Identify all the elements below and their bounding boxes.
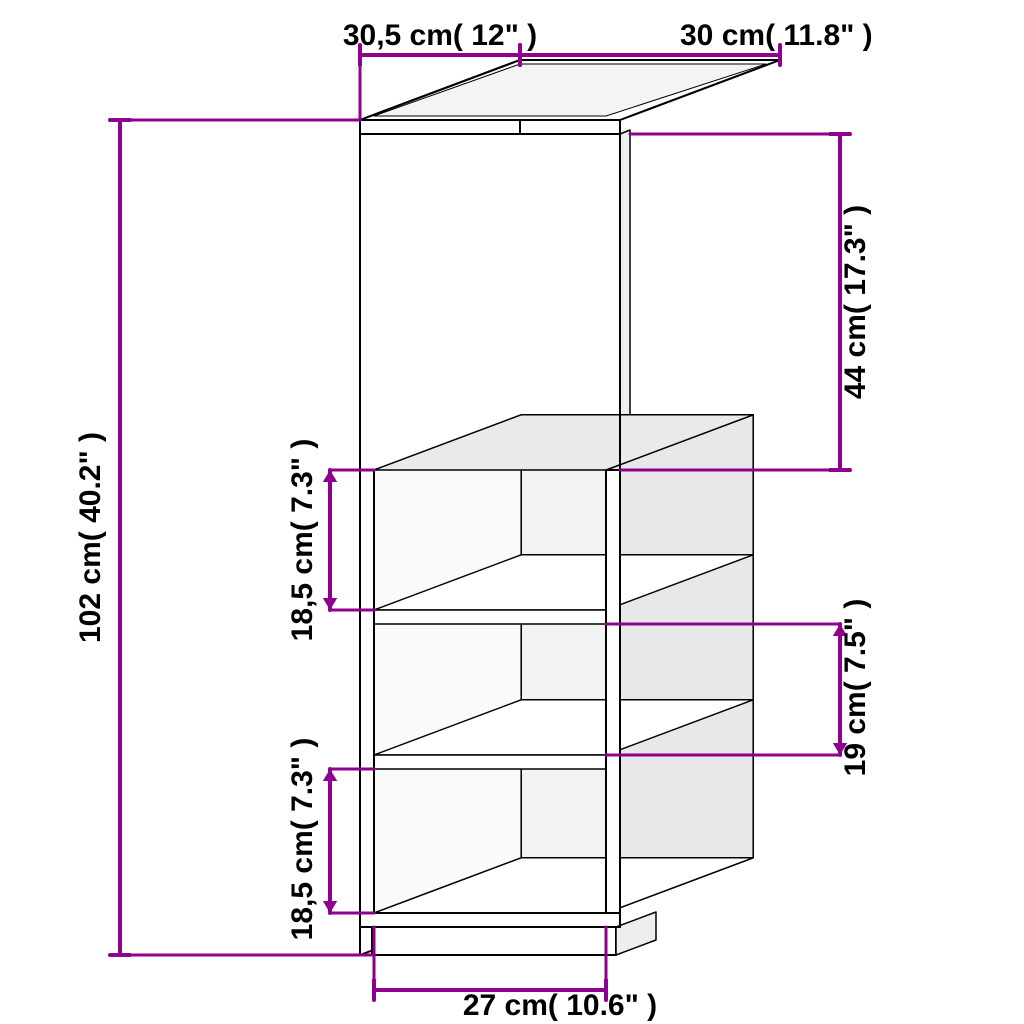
dim-width: 30 cm( 11.8" ) — [680, 19, 873, 52]
dim-height: 102 cm( 40.2" ) — [74, 432, 107, 643]
dim-shelf3: 18,5 cm( 7.3" ) — [286, 738, 319, 941]
dim-shelf1: 18,5 cm( 7.3" ) — [286, 439, 319, 642]
dim-door-height: 44 cm( 17.3" ) — [839, 205, 872, 399]
dim-inner-width: 27 cm( 10.6" ) — [463, 989, 657, 1022]
dim-depth: 30,5 cm( 12" ) — [343, 19, 537, 52]
dim-shelf2: 19 cm( 7.5" ) — [839, 599, 872, 777]
